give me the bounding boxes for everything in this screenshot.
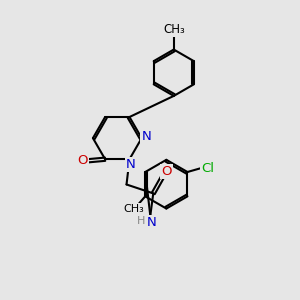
Text: O: O [78,154,88,167]
Text: H: H [136,216,145,226]
Text: Cl: Cl [201,162,214,175]
Text: CH₃: CH₃ [124,204,144,214]
Text: CH₃: CH₃ [163,23,185,36]
Text: N: N [126,158,136,171]
Text: N: N [147,216,157,229]
Text: O: O [161,165,172,178]
Text: N: N [141,130,151,143]
